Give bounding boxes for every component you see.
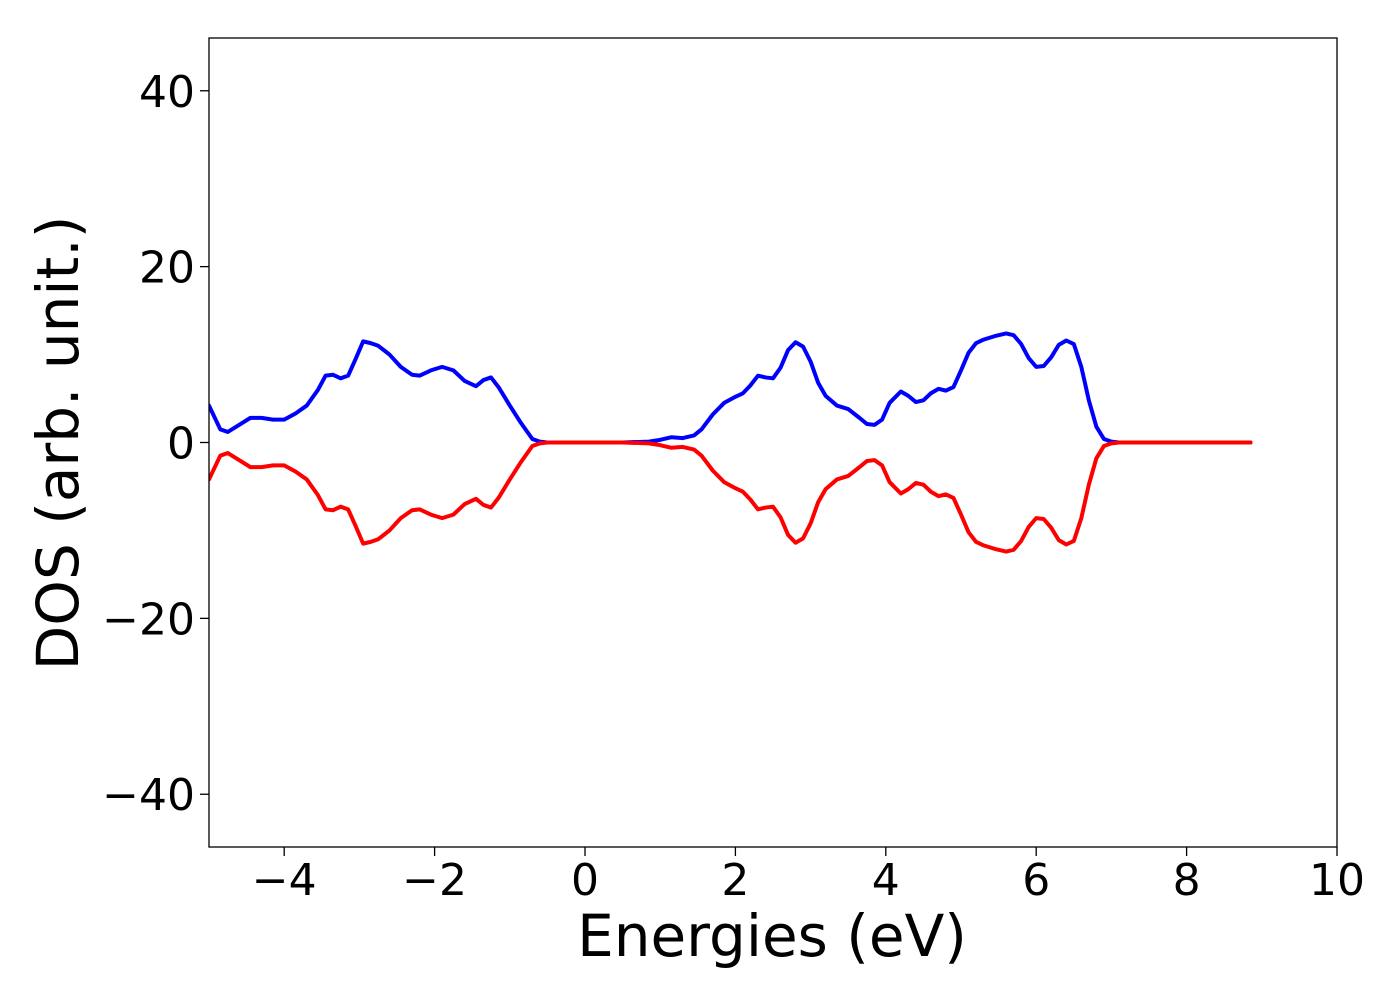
y-tick-label: −40 [102, 770, 195, 821]
y-axis-label: DOS (arb. unit.) [24, 216, 92, 671]
y-tick-label: 20 [139, 243, 195, 294]
x-tick-label: 2 [721, 855, 749, 906]
y-axis: 40 20 0 −20 −40 [102, 67, 209, 821]
x-tick-label: 6 [1022, 855, 1050, 906]
x-tick-label: 4 [872, 855, 900, 906]
x-tick-label: −2 [402, 855, 467, 906]
x-tick-label: −4 [252, 855, 317, 906]
y-tick-label: −20 [102, 594, 195, 645]
x-axis-label: Energies (eV) [577, 902, 967, 970]
y-tick-label: 0 [167, 419, 195, 470]
x-tick-label: 10 [1309, 855, 1365, 906]
y-tick-label: 40 [139, 67, 195, 118]
x-tick-label: 8 [1173, 855, 1201, 906]
series-layer [209, 331, 1253, 554]
x-tick-label: 0 [571, 855, 599, 906]
series-line-1 [209, 331, 1253, 445]
x-axis: −4 −2 0 2 4 6 8 10 [252, 847, 1365, 906]
series-line-2 [209, 440, 1253, 554]
